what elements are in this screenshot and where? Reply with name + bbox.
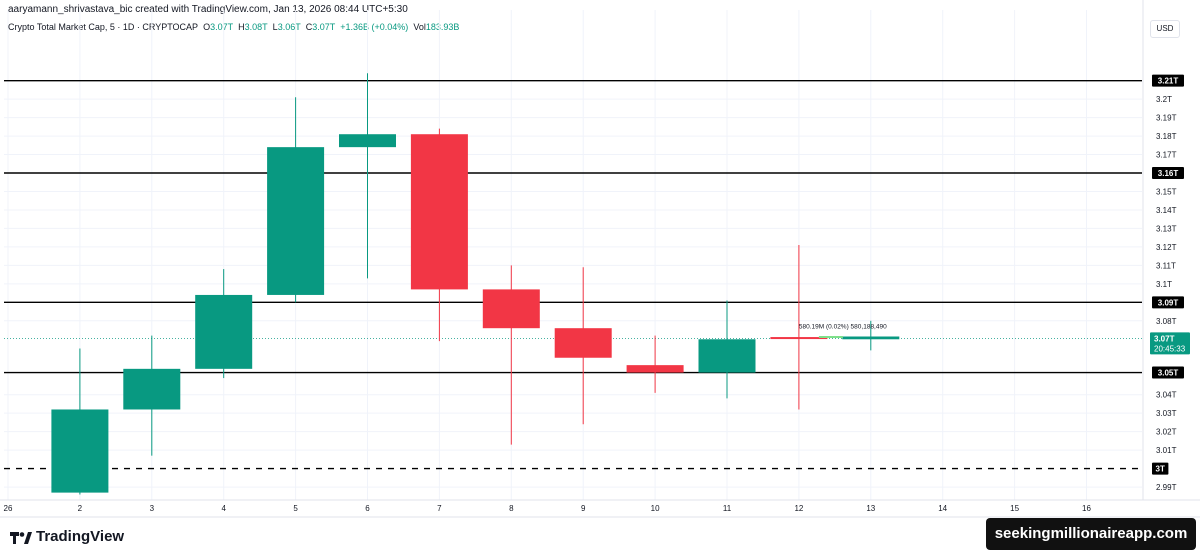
price-tick-label: 3.1T [1156,280,1172,289]
time-axis: 26 2 3 4 5 6 7 8 9 10 11 12 13 14 15 16 [0,499,1200,518]
date-tick-label: 11 [723,504,732,513]
candle-body [770,337,828,340]
level-labels: 3.21T 3.16T 3.09T 3.05T 3T 580.19M (0.02%) 58… [799,74,1190,475]
symbol-legend: Crypto Total Market Cap, 5 · 1D · CRYPTO… [8,22,459,32]
level-label: 3.16T [1158,169,1179,178]
open-value: 3.07T [210,22,234,32]
low-label: L [272,22,278,32]
volume-annotation: 580.19M (0.02%) 580,188,490 [799,323,887,330]
price-tick-label: 3.04T [1156,391,1177,400]
date-tick-label: 7 [437,504,442,513]
date-tick-label: 6 [365,504,370,513]
low-value: 3.06T [277,22,301,32]
candle-body [339,134,396,148]
date-tick-label: 5 [293,504,298,513]
level-label-box [1152,74,1184,87]
close-label: C [305,22,313,32]
price-axis: 3.2T 3.19T 3.18T 3.17T 3.15T 3.14T 3.13T 3.12T 3… [1142,0,1177,500]
grid-lines [4,10,1142,500]
price-tick-label: 3.12T [1156,243,1177,252]
high-label: H [238,22,245,32]
candle-body [554,328,612,358]
symbol-name: Crypto Total Market Cap, 5 · 1D · CRYPTO… [8,22,199,32]
candle-body [698,339,756,373]
site-watermark: seekingmillionaireapp.com [986,518,1196,550]
price-tick-label: 3.18T [1156,132,1177,141]
candle-body [410,134,468,290]
level-label: 3.21T [1158,77,1179,86]
candles [51,73,900,495]
horizontal-levels [4,79,1142,470]
date-tick-label: 4 [221,504,226,513]
price-tick-label: 3.08T [1156,317,1177,326]
candle-body [267,147,325,295]
price-tick-label: 3.15T [1156,187,1177,196]
countdown-label: 20:45:33 [1154,344,1186,353]
price-tick-label: 2.99T [1156,483,1177,492]
price-tick-label: 3.03T [1156,409,1177,418]
change-value: +1.36B (+0.04%) [340,22,409,32]
open-label: O [203,22,211,32]
level-label-box [1152,366,1184,379]
date-tick-label: 8 [509,504,514,513]
candle-body [51,409,109,493]
current-price-box [1150,332,1190,355]
candle-body [123,368,181,410]
price-tick-label: 3.19T [1156,114,1177,123]
date-tick-label: 3 [150,504,155,513]
price-tick-label: 3.2T [1156,95,1172,104]
price-tick-label: 3.13T [1156,224,1177,233]
candle-body [842,336,900,340]
price-tick-label: 3.01T [1156,446,1177,455]
price-tick-label: 3.14T [1156,206,1177,215]
volume-label: Vol [413,22,426,32]
date-tick-label: 15 [1010,504,1019,513]
tradingview-logo-icon [10,531,32,544]
date-tick-label: 13 [866,504,875,513]
close-value: 3.07T [312,22,336,32]
credit-text: aaryamann_shrivastava_bic created with T… [8,4,408,15]
date-tick-label: 10 [651,504,660,513]
currency-button[interactable]: USD [1150,20,1180,38]
current-price-label: 3.07T [1154,334,1175,343]
tradingview-logo[interactable]: TradingView [10,528,124,545]
price-tick-label: 3.11T [1156,261,1176,270]
date-tick-label: 26 [4,504,13,513]
candle-body [482,289,540,329]
level-label: 3.05T [1158,369,1179,378]
price-tick-label: 3.17T [1156,151,1177,160]
tradingview-logo-text: TradingView [36,528,125,545]
date-tick-label: 14 [938,504,947,513]
volume-value: 183.93B [425,22,460,32]
level-label-box [1152,167,1184,180]
level-label-box [1152,462,1169,475]
date-tick-label: 16 [1082,504,1091,513]
candle-body [626,365,684,373]
date-tick-label: 2 [78,504,83,513]
price-tick-label: 3.02T [1156,428,1177,437]
level-label: 3T [1156,465,1165,474]
level-label-box [1152,296,1184,309]
level-label: 3.09T [1158,298,1179,307]
high-value: 3.08T [244,22,268,32]
candle-body [195,294,253,369]
date-tick-label: 12 [794,504,803,513]
date-tick-label: 9 [581,504,586,513]
